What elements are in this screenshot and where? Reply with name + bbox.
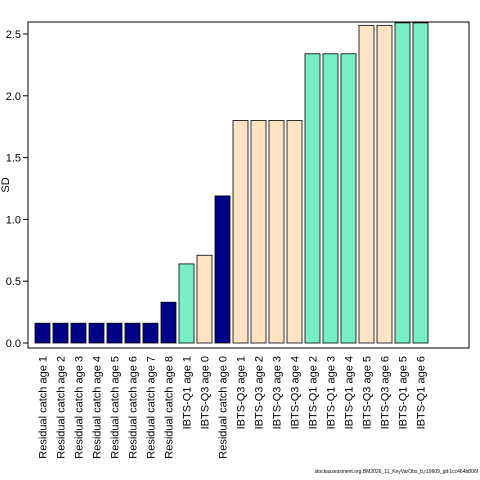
bar [34,322,51,344]
bar [142,322,159,344]
x-tick-label: Residual catch age 3 [74,356,86,459]
bar [250,120,267,344]
bar [196,254,213,344]
y-tick-label: 0.0 [6,338,21,350]
x-tick-label: Residual catch age 2 [56,356,68,459]
bar [70,322,87,344]
x-tick-label: IBTS-Q3 age 1 [236,356,248,429]
x-tick-label: IBTS-Q1 age 3 [326,356,338,429]
y-tick-label: 0.5 [6,276,21,288]
x-tick-label: Residual catch age 8 [164,356,176,459]
y-tick-label: 2.5 [6,29,21,41]
x-tick-label: IBTS-Q1 age 4 [344,356,356,429]
x-tick-label: IBTS-Q3 age 2 [254,356,266,429]
x-tick-label: IBTS-Q1 age 1 [182,356,194,429]
x-tick-label: IBTS-Q1 age 5 [398,356,410,429]
x-tick-label: IBTS-Q3 age 3 [272,356,284,429]
y-tick-label: 2.0 [6,91,21,103]
bar [358,24,375,344]
bar [124,322,141,344]
x-tick-label: IBTS-Q3 age 6 [380,356,392,429]
bars [34,22,429,344]
x-tick-label: Residual catch age 0 [218,356,230,459]
bar [106,322,123,344]
x-tick-label: IBTS-Q1 age 6 [416,356,428,429]
y-tick-label: 1.0 [6,214,21,226]
bar [322,53,339,344]
bar [178,263,195,344]
x-tick-label: Residual catch age 4 [92,356,104,459]
x-tick-label: Residual catch age 6 [128,356,140,459]
bar [88,322,105,344]
x-tick-label: IBTS-Q3 age 0 [200,356,212,429]
x-tick-label: Residual catch age 7 [146,356,158,459]
y-axis-label: SD [0,177,12,192]
x-tick-label: Residual catch age 5 [110,356,122,459]
bar [268,120,285,344]
x-tick-label: IBTS-Q3 age 5 [362,356,374,429]
x-tick-label: Residual catch age 1 [38,356,50,459]
x-tick-label: IBTS-Q3 age 4 [290,356,302,429]
bar [214,195,231,344]
bar [160,301,177,344]
bar [304,53,321,344]
y-tick-label: 1.5 [6,153,21,165]
x-tick-labels: Residual catch age 1 Residual catch age 2… [38,356,428,459]
bar [376,24,393,344]
footer-text: stockassessment.org,BM2026_11_KeyVarObs_… [314,469,478,475]
bar [412,22,429,344]
bar [394,22,411,344]
x-tick-label: IBTS-Q1 age 2 [308,356,320,429]
bar [286,120,303,344]
bar [52,322,69,344]
bar [340,53,357,344]
bar [232,120,249,344]
y-axis: 0.0 0.5 1.0 1.5 2.0 2.5 [6,29,29,350]
